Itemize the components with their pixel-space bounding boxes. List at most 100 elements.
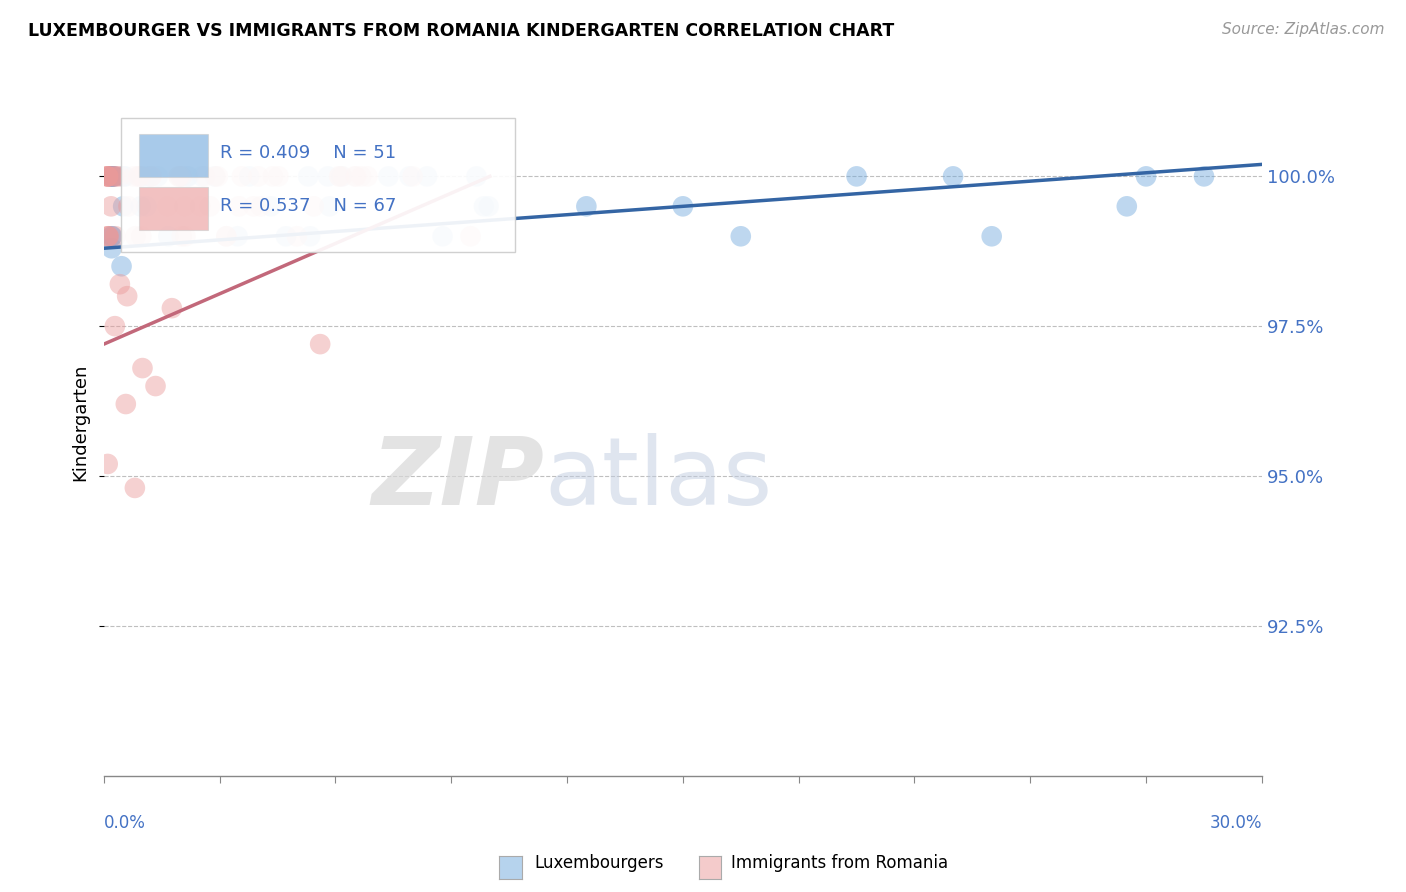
Point [136,169,159,184]
Text: 30.0%: 30.0% [1209,814,1263,832]
Point [377,169,399,184]
Point [157,229,180,244]
Point [145,379,167,393]
Point [402,169,425,184]
Point [160,301,183,315]
Point [129,169,152,184]
Point [267,169,290,184]
Point [398,169,420,184]
Point [262,169,284,184]
Point [103,169,125,184]
Point [127,169,149,184]
Point [299,229,322,244]
Point [101,229,124,244]
Point [343,169,366,184]
Point [332,169,354,184]
Point [139,169,162,184]
Point [297,169,319,184]
Point [356,169,378,184]
Point [1135,169,1157,184]
Point [204,169,226,184]
Text: Luxembourgers: Luxembourgers [534,855,664,872]
Point [104,319,127,334]
Point [215,229,238,244]
Point [249,199,271,213]
Point [730,229,752,244]
Point [101,169,124,184]
Point [242,199,264,213]
Point [170,229,193,244]
Point [115,289,138,303]
Point [330,169,353,184]
Point [167,169,190,184]
Point [141,169,163,184]
Point [260,199,283,213]
Y-axis label: Kindergarten: Kindergarten [72,363,89,481]
Point [100,199,122,213]
Point [672,199,695,213]
Point [100,169,122,184]
Point [97,169,120,184]
Point [173,199,195,213]
Point [105,169,128,184]
Point [191,169,214,184]
Point [204,169,226,184]
Point [114,169,136,184]
Point [135,199,157,213]
Point [472,199,495,213]
Point [460,229,482,244]
Point [172,169,194,184]
Point [1115,199,1137,213]
Point [169,169,191,184]
Point [942,169,965,184]
Point [344,169,367,184]
Point [97,169,120,184]
Point [108,277,131,292]
Point [174,229,197,244]
Point [131,169,153,184]
Point [845,169,868,184]
Point [238,169,260,184]
Point [100,241,122,255]
Point [194,169,217,184]
Point [124,481,146,495]
Point [231,169,253,184]
Point [169,169,191,184]
Point [167,169,190,184]
Point [124,229,146,244]
Point [215,229,238,244]
Point [97,229,120,244]
Point [114,397,136,411]
Point [190,199,212,213]
Point [97,169,120,184]
Point [309,337,332,351]
Text: atlas: atlas [544,433,772,524]
Point [97,229,120,244]
Point [416,169,439,184]
Point [100,169,122,184]
FancyBboxPatch shape [121,118,515,252]
Point [316,169,339,184]
Point [477,199,499,213]
Point [110,259,132,273]
Point [129,229,152,244]
Point [274,229,297,244]
Point [328,169,350,184]
Point [141,169,163,184]
Point [170,169,193,184]
Text: R = 0.409    N = 51: R = 0.409 N = 51 [219,145,395,162]
Point [104,229,127,244]
Point [129,169,152,184]
Point [97,229,120,244]
Point [318,199,340,213]
Point [112,199,135,213]
Point [131,361,153,376]
Point [247,169,270,184]
Point [100,169,122,184]
Text: 0.0%: 0.0% [104,814,146,832]
Point [198,199,221,213]
Text: Source: ZipAtlas.com: Source: ZipAtlas.com [1222,22,1385,37]
FancyBboxPatch shape [139,135,208,177]
Point [146,169,169,184]
Point [575,199,598,213]
